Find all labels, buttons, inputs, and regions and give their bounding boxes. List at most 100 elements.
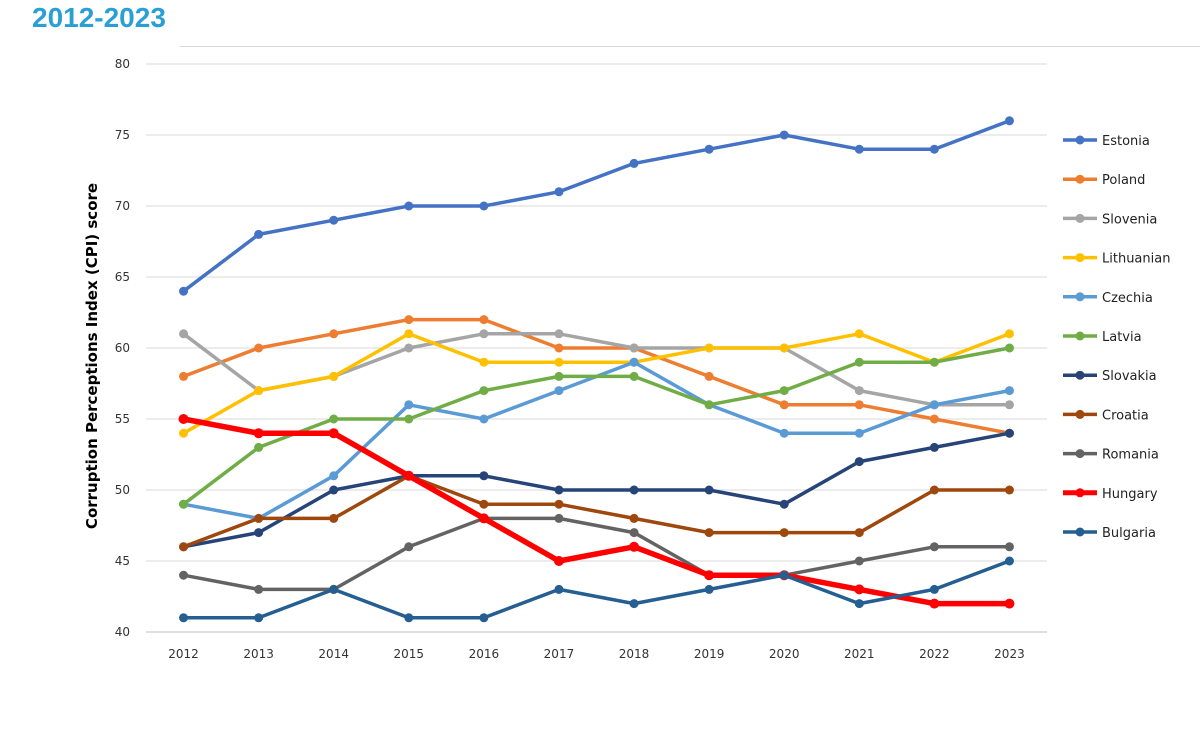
y-tick-label: 65 <box>115 270 130 284</box>
data-point <box>1004 542 1014 552</box>
data-point <box>554 386 564 396</box>
data-point <box>929 357 939 367</box>
data-point <box>254 343 264 353</box>
data-point <box>254 386 264 396</box>
data-point <box>629 371 639 381</box>
x-tick-label: 2016 <box>469 647 500 661</box>
x-tick-label: 2014 <box>318 647 349 661</box>
legend-swatch-marker <box>1075 449 1085 459</box>
legend-label: Hungary <box>1102 487 1158 502</box>
legend-label: Latvia <box>1102 330 1142 345</box>
x-tick-label: 2021 <box>844 647 875 661</box>
legend-label: Slovenia <box>1102 212 1157 227</box>
legend-item: Romania <box>1063 448 1159 463</box>
data-point <box>404 329 414 339</box>
data-point <box>704 528 714 538</box>
series-latvia <box>179 343 1014 509</box>
data-point <box>1004 400 1014 410</box>
series-line <box>181 119 1012 293</box>
data-point <box>329 471 339 481</box>
legend-item: Estonia <box>1063 134 1150 149</box>
data-point <box>854 428 864 438</box>
data-point <box>854 329 864 339</box>
data-point <box>704 570 715 581</box>
data-point <box>329 414 339 424</box>
data-point <box>554 584 564 594</box>
series-slovakia <box>179 428 1014 552</box>
data-point <box>554 187 564 197</box>
data-point <box>1004 598 1015 609</box>
legend-swatch-marker <box>1075 409 1085 419</box>
data-point <box>629 541 640 552</box>
series-line <box>181 317 1012 435</box>
data-point <box>254 513 264 523</box>
data-point <box>479 613 489 623</box>
data-point <box>779 343 789 353</box>
data-point <box>779 400 789 410</box>
x-tick-labels: 2012 2013 2014 2015 2016 2017 2018 2019 2020 2021… <box>168 647 1024 661</box>
data-point <box>704 144 714 154</box>
data-point <box>929 485 939 495</box>
legend-item: Czechia <box>1063 291 1153 306</box>
legend-label: Estonia <box>1102 134 1150 149</box>
series-line <box>181 559 1012 620</box>
data-point <box>329 485 339 495</box>
data-point <box>254 229 264 239</box>
x-tick-label: 2015 <box>394 647 425 661</box>
data-point <box>1004 116 1014 126</box>
legend-label: Czechia <box>1102 291 1153 306</box>
data-point <box>479 414 489 424</box>
legend-swatch-marker <box>1075 213 1085 223</box>
data-point <box>178 414 189 424</box>
series-line <box>181 360 1012 521</box>
data-point <box>329 215 339 225</box>
data-point <box>704 343 714 353</box>
data-point <box>553 556 564 566</box>
series-line <box>181 431 1012 549</box>
data-point <box>254 528 264 538</box>
y-axis-label: Corruption Perceptions Index (CPI) score <box>83 183 101 529</box>
x-tick-label: 2020 <box>769 647 800 661</box>
data-point <box>704 371 714 381</box>
legend-item: Poland <box>1063 173 1145 188</box>
data-point <box>1004 485 1014 495</box>
data-point <box>554 343 564 353</box>
data-point <box>404 315 414 325</box>
series-line <box>181 474 1012 549</box>
data-point <box>404 201 414 211</box>
data-point <box>479 357 489 367</box>
legend-item: Slovenia <box>1063 212 1157 227</box>
y-tick-label: 80 <box>115 57 130 71</box>
series-lithuanian <box>179 329 1014 438</box>
legend-swatch-marker <box>1075 253 1085 263</box>
legend-swatch-marker <box>1075 370 1085 380</box>
data-point <box>779 528 789 538</box>
data-point <box>404 343 414 353</box>
data-point <box>929 598 940 609</box>
series-croatia <box>179 471 1014 552</box>
data-point <box>179 329 189 339</box>
data-point <box>1004 556 1014 566</box>
legend: Estonia Poland Slovenia Lithuanian Czechia La… <box>1063 134 1170 541</box>
data-point <box>779 428 789 438</box>
data-point <box>1004 428 1014 438</box>
series-line <box>181 346 1012 506</box>
data-point <box>254 442 264 452</box>
legend-item: Lithuanian <box>1063 252 1170 267</box>
data-point <box>479 329 489 339</box>
data-point <box>328 428 339 439</box>
legend-item: Slovakia <box>1063 369 1157 384</box>
data-point <box>629 158 639 168</box>
data-point <box>329 584 339 594</box>
data-point <box>179 542 189 552</box>
data-point <box>329 329 339 339</box>
data-point <box>704 584 714 594</box>
y-tick-label: 70 <box>115 199 130 213</box>
y-tick-label: 45 <box>115 554 130 568</box>
x-tick-label: 2022 <box>919 647 950 661</box>
data-point <box>929 542 939 552</box>
data-point <box>404 414 414 424</box>
data-point <box>629 357 639 367</box>
data-point <box>179 286 189 296</box>
